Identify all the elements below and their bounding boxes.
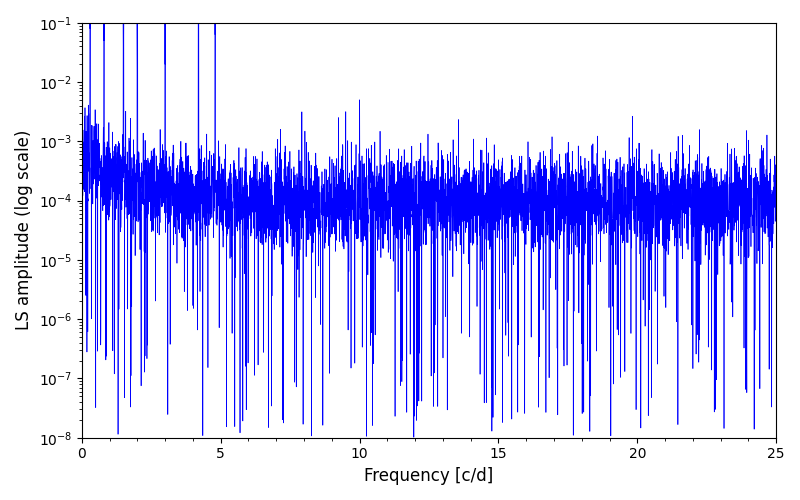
Y-axis label: LS amplitude (log scale): LS amplitude (log scale) — [15, 130, 33, 330]
X-axis label: Frequency [c/d]: Frequency [c/d] — [364, 467, 494, 485]
